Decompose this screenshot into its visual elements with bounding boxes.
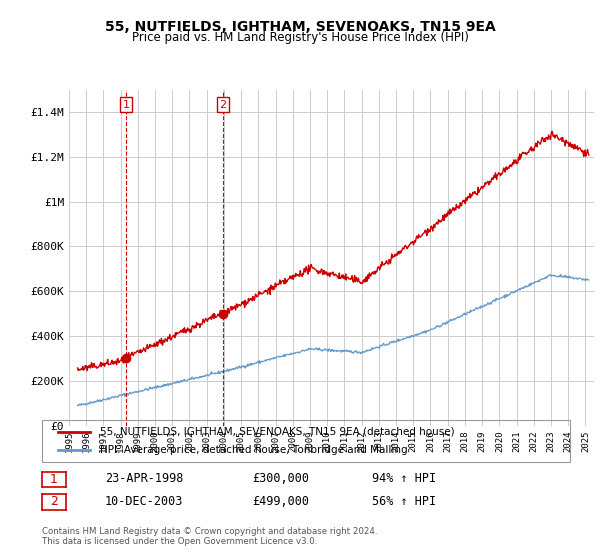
Text: 2: 2 — [220, 100, 226, 110]
Text: 2: 2 — [50, 495, 58, 508]
Text: £499,000: £499,000 — [252, 494, 309, 508]
Text: £300,000: £300,000 — [252, 472, 309, 486]
Text: Contains HM Land Registry data © Crown copyright and database right 2024.
This d: Contains HM Land Registry data © Crown c… — [42, 526, 377, 546]
Text: 56% ↑ HPI: 56% ↑ HPI — [372, 494, 436, 508]
Text: 23-APR-1998: 23-APR-1998 — [105, 472, 184, 486]
Text: HPI: Average price, detached house, Tonbridge and Malling: HPI: Average price, detached house, Tonb… — [100, 445, 408, 455]
Text: 1: 1 — [122, 100, 130, 110]
Text: 55, NUTFIELDS, IGHTHAM, SEVENOAKS, TN15 9EA (detached house): 55, NUTFIELDS, IGHTHAM, SEVENOAKS, TN15 … — [100, 427, 455, 437]
Text: 1: 1 — [50, 473, 58, 486]
Text: 55, NUTFIELDS, IGHTHAM, SEVENOAKS, TN15 9EA: 55, NUTFIELDS, IGHTHAM, SEVENOAKS, TN15 … — [104, 20, 496, 34]
Text: 10-DEC-2003: 10-DEC-2003 — [105, 494, 184, 508]
Text: 94% ↑ HPI: 94% ↑ HPI — [372, 472, 436, 486]
Text: Price paid vs. HM Land Registry's House Price Index (HPI): Price paid vs. HM Land Registry's House … — [131, 31, 469, 44]
